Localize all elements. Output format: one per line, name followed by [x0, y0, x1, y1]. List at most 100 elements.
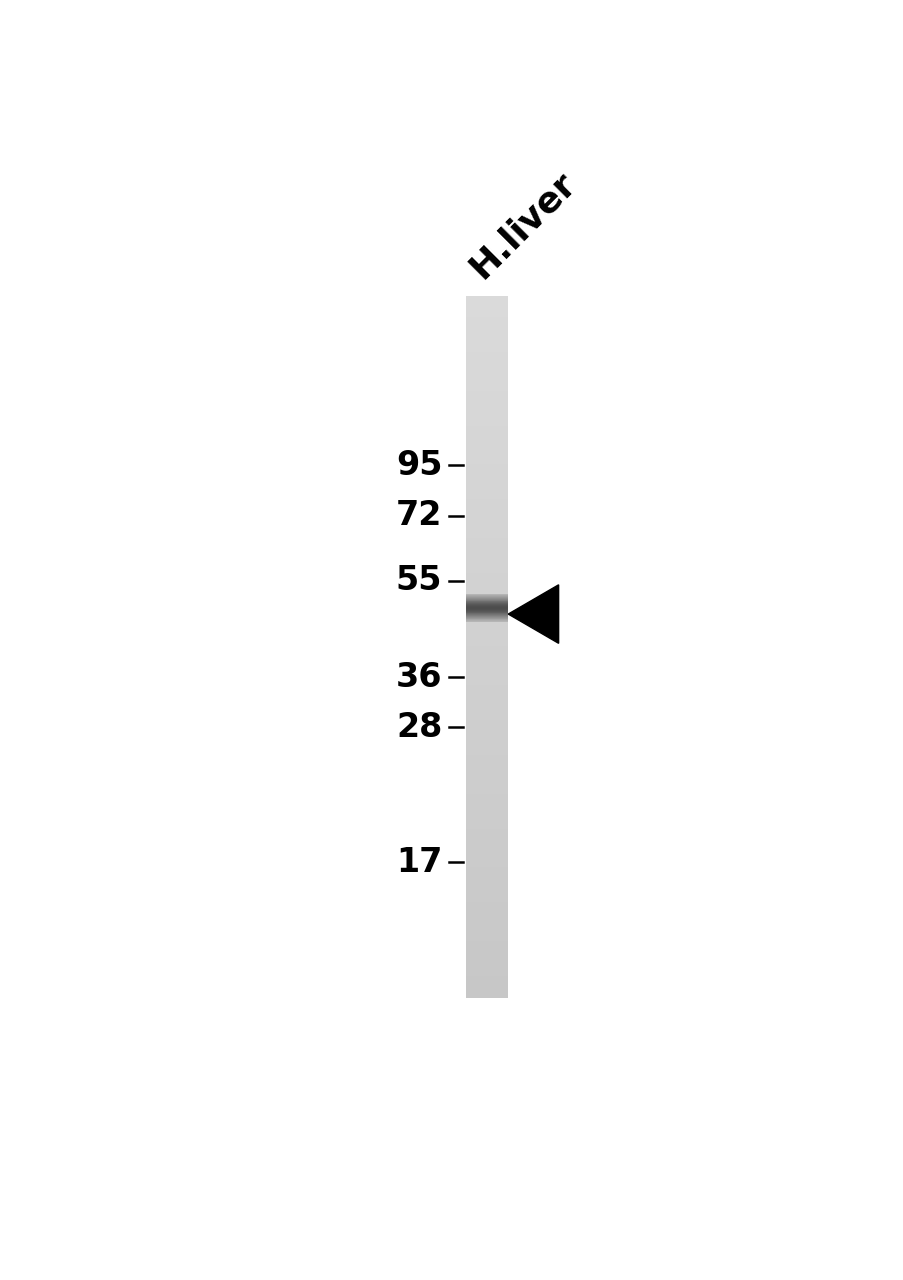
Bar — [465, 709, 507, 714]
Bar — [465, 856, 507, 861]
Bar — [465, 626, 507, 630]
Bar — [465, 650, 507, 654]
Bar — [465, 692, 507, 696]
Bar — [465, 681, 507, 686]
Bar — [465, 892, 507, 896]
Bar — [465, 362, 507, 367]
Bar — [465, 499, 507, 503]
Bar — [465, 334, 507, 339]
Bar — [465, 451, 507, 454]
Bar — [465, 983, 507, 987]
Bar — [465, 808, 507, 812]
Bar — [465, 780, 507, 783]
Bar — [465, 314, 507, 317]
Bar — [465, 723, 507, 728]
Bar — [465, 566, 507, 570]
Bar — [465, 986, 507, 991]
Bar — [465, 951, 507, 955]
Bar — [465, 895, 507, 900]
Bar — [465, 559, 507, 563]
Bar — [465, 584, 507, 588]
Bar — [465, 408, 507, 412]
Bar — [465, 923, 507, 928]
Bar — [465, 689, 507, 692]
Bar — [465, 562, 507, 567]
Bar — [465, 888, 507, 892]
Bar — [465, 465, 507, 468]
Bar — [465, 419, 507, 422]
Bar — [465, 524, 507, 529]
Bar — [465, 346, 507, 349]
Bar — [465, 440, 507, 444]
Bar — [465, 380, 507, 384]
Bar — [465, 748, 507, 753]
Bar — [465, 586, 507, 591]
Bar — [465, 933, 507, 938]
Bar — [465, 699, 507, 703]
Bar — [465, 695, 507, 700]
Bar — [465, 608, 507, 612]
Bar — [465, 517, 507, 521]
Bar — [465, 643, 507, 648]
Bar — [465, 945, 507, 948]
Bar — [465, 745, 507, 749]
Bar — [465, 727, 507, 731]
Bar — [465, 959, 507, 963]
Bar — [465, 384, 507, 388]
Bar — [465, 394, 507, 398]
Bar — [465, 790, 507, 795]
Bar — [465, 436, 507, 440]
Bar — [465, 338, 507, 342]
Bar — [465, 840, 507, 844]
Bar — [465, 426, 507, 430]
Bar — [465, 401, 507, 406]
Bar — [465, 660, 507, 664]
Bar — [465, 507, 507, 511]
Bar — [465, 993, 507, 997]
Bar — [465, 919, 507, 924]
Bar — [465, 814, 507, 819]
Bar — [465, 979, 507, 983]
Bar — [465, 860, 507, 864]
Bar — [465, 657, 507, 662]
Bar — [465, 797, 507, 801]
Bar — [465, 366, 507, 370]
Bar — [465, 598, 507, 602]
Polygon shape — [507, 585, 558, 644]
Bar — [465, 667, 507, 672]
Bar — [465, 812, 507, 815]
Bar — [465, 828, 507, 833]
Bar — [465, 485, 507, 489]
Bar — [465, 931, 507, 934]
Bar — [465, 913, 507, 916]
Bar — [465, 527, 507, 531]
Bar — [465, 520, 507, 525]
Bar — [465, 573, 507, 577]
Bar — [465, 822, 507, 826]
Bar — [465, 864, 507, 868]
Bar — [465, 755, 507, 759]
Bar — [465, 310, 507, 315]
Bar — [465, 614, 507, 620]
Bar — [465, 541, 507, 545]
Bar — [465, 360, 507, 364]
Bar — [465, 356, 507, 360]
Bar — [465, 576, 507, 581]
Bar — [465, 453, 507, 458]
Bar — [465, 475, 507, 479]
Bar — [465, 320, 507, 325]
Bar — [465, 867, 507, 872]
Bar — [465, 636, 507, 640]
Bar — [465, 531, 507, 535]
Bar — [465, 370, 507, 374]
Bar — [465, 989, 507, 995]
Bar — [465, 479, 507, 483]
Bar — [465, 850, 507, 854]
Bar — [465, 415, 507, 420]
Text: H.liver: H.liver — [462, 165, 582, 284]
Bar — [465, 741, 507, 745]
Bar — [465, 759, 507, 763]
Bar — [465, 348, 507, 353]
Bar — [465, 909, 507, 914]
Text: 55: 55 — [396, 564, 442, 598]
